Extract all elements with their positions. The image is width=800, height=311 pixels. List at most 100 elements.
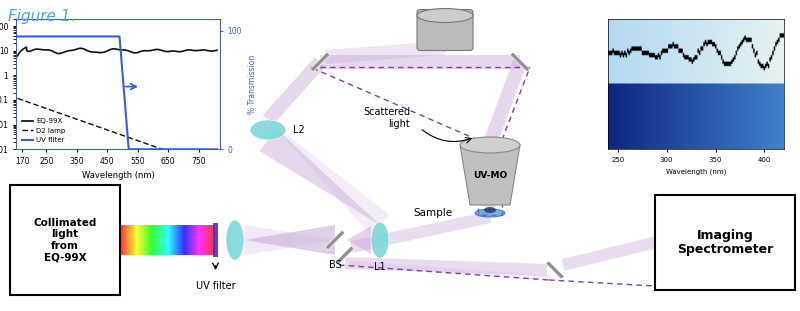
Bar [180, 225, 181, 255]
Bar [185, 225, 186, 255]
Bar [161, 225, 162, 255]
Text: Imaging
Spectrometer: Imaging Spectrometer [677, 229, 773, 257]
Bar [171, 225, 172, 255]
EQ-99X [13, 54, 22, 58]
Bar [213, 223, 218, 257]
D2 lamp [168, 151, 178, 155]
Bar [187, 225, 188, 255]
FancyBboxPatch shape [10, 185, 120, 295]
Bar [209, 225, 210, 255]
Ellipse shape [417, 8, 473, 22]
Text: Sample: Sample [413, 208, 452, 218]
Bar [131, 225, 132, 255]
Ellipse shape [371, 222, 389, 258]
Polygon shape [325, 41, 446, 64]
Bar [135, 225, 136, 255]
Polygon shape [244, 225, 335, 255]
Bar [121, 225, 122, 255]
D2 lamp [101, 128, 110, 131]
Bar [126, 225, 127, 255]
Ellipse shape [475, 209, 505, 217]
Bar [132, 225, 133, 255]
Bar [152, 225, 153, 255]
Bar [198, 225, 199, 255]
Bar [129, 225, 130, 255]
Bar [147, 225, 148, 255]
Polygon shape [350, 261, 550, 281]
Bar [144, 225, 145, 255]
Bar [120, 225, 121, 255]
Bar [182, 225, 183, 255]
Bar [136, 225, 137, 255]
Text: L1: L1 [374, 262, 386, 272]
Polygon shape [320, 55, 520, 69]
Text: UV-MO: UV-MO [473, 170, 507, 179]
Bar [138, 225, 139, 255]
Bar [173, 225, 174, 255]
EQ-99X [94, 51, 103, 54]
Polygon shape [562, 237, 657, 271]
EQ-99X [172, 49, 182, 53]
Text: BS: BS [329, 260, 342, 270]
Bar [157, 225, 158, 255]
D2 lamp [212, 167, 222, 170]
D2 lamp [94, 125, 103, 129]
Bar [142, 225, 143, 255]
Text: Scattered
light: Scattered light [363, 107, 410, 129]
Bar [184, 225, 185, 255]
Bar [179, 225, 180, 255]
Polygon shape [350, 211, 491, 253]
Bar [207, 225, 208, 255]
Bar [190, 225, 191, 255]
Bar [168, 225, 169, 255]
Bar [149, 225, 150, 255]
Ellipse shape [460, 137, 520, 153]
Line: EQ-99X: EQ-99X [18, 47, 217, 56]
Polygon shape [347, 226, 371, 254]
Polygon shape [310, 52, 330, 72]
Bar [176, 225, 177, 255]
D2 lamp [33, 104, 42, 107]
Bar [202, 225, 203, 255]
Bar [150, 225, 151, 255]
Bar [206, 225, 207, 255]
Bar [181, 225, 182, 255]
Bar [146, 225, 147, 255]
Bar [188, 225, 189, 255]
Bar [170, 225, 171, 255]
Bar [151, 225, 152, 255]
Bar [172, 225, 173, 255]
Polygon shape [345, 257, 547, 276]
Text: Figure 1.: Figure 1. [8, 9, 75, 24]
Polygon shape [510, 52, 530, 72]
EQ-99X [150, 48, 159, 52]
Bar [169, 225, 170, 255]
Polygon shape [268, 120, 390, 235]
Bar [174, 225, 175, 255]
Ellipse shape [250, 120, 286, 140]
Bar [155, 225, 156, 255]
D2 lamp [13, 96, 22, 100]
Bar [213, 225, 214, 255]
Text: Collimated
light
from
EQ-99X: Collimated light from EQ-99X [34, 218, 97, 262]
Bar [163, 225, 164, 255]
Bar [189, 225, 190, 255]
Bar [211, 225, 212, 255]
Bar [139, 225, 140, 255]
Bar [162, 225, 163, 255]
Bar [130, 225, 131, 255]
Bar [153, 225, 154, 255]
Polygon shape [325, 230, 345, 250]
FancyBboxPatch shape [655, 195, 795, 290]
Bar [140, 225, 141, 255]
Bar [177, 225, 178, 255]
EQ-99X [212, 49, 222, 52]
Polygon shape [483, 60, 526, 146]
Bar [201, 225, 202, 255]
EQ-99X [34, 47, 43, 51]
Bar [204, 225, 205, 255]
Polygon shape [482, 205, 498, 207]
Bar [125, 225, 126, 255]
Ellipse shape [484, 207, 496, 213]
Ellipse shape [226, 220, 244, 260]
